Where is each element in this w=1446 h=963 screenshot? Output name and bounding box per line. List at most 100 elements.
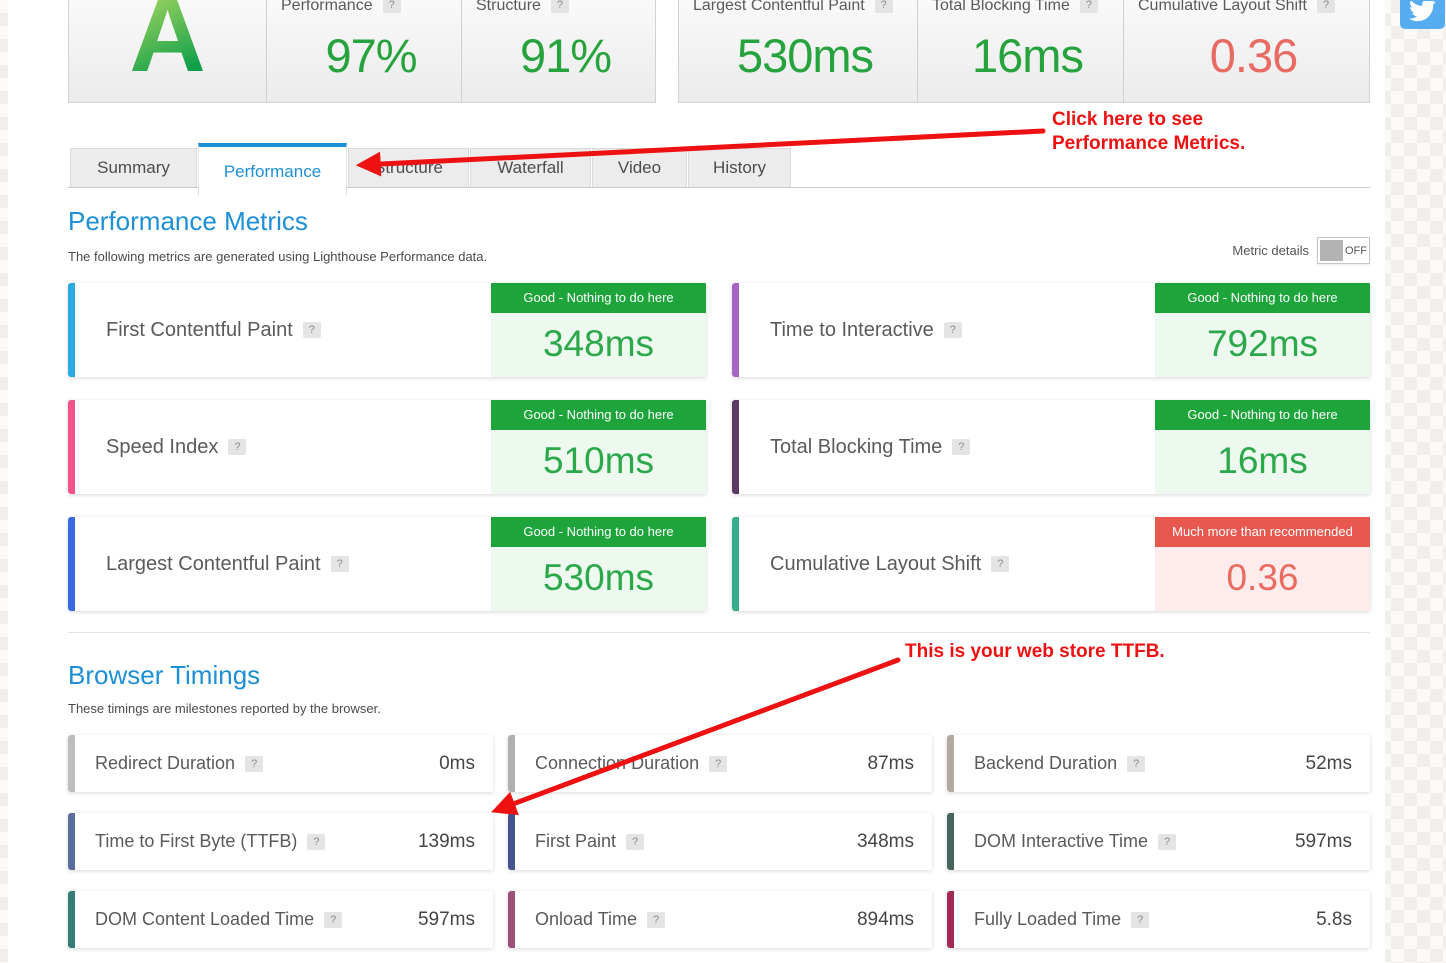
- help-icon[interactable]: ?: [1131, 911, 1150, 928]
- timing-value: 5.8s: [1316, 908, 1352, 930]
- metric-label: Largest Contentful Paint: [106, 552, 321, 575]
- grade-cell: A: [69, 0, 266, 102]
- timing-label: Time to First Byte (TTFB): [95, 831, 298, 851]
- metric-card-lcp: Largest Contentful Paint? Good - Nothing…: [68, 517, 706, 611]
- help-icon[interactable]: ?: [228, 439, 247, 455]
- timing-card-dom-content-loaded: DOM Content Loaded Time? 597ms: [68, 891, 493, 948]
- help-icon[interactable]: ?: [324, 911, 343, 928]
- metric-details-toggle[interactable]: OFF: [1317, 237, 1370, 264]
- vital-label: Total Blocking Time: [932, 0, 1070, 14]
- tab-summary[interactable]: Summary: [70, 148, 197, 187]
- timing-label: Onload Time: [535, 909, 638, 929]
- vital-label: Cumulative Layout Shift: [1138, 0, 1307, 14]
- timing-value: 597ms: [1294, 830, 1352, 852]
- help-icon[interactable]: ?: [626, 833, 645, 850]
- tab-label: Performance: [223, 161, 322, 181]
- timing-value: 87ms: [867, 752, 914, 774]
- timing-card-fully-loaded: Fully Loaded Time? 5.8s: [947, 891, 1370, 948]
- twitter-bird-icon: [1409, 1, 1436, 22]
- metric-status-badge: Good - Nothing to do here: [491, 283, 706, 313]
- timing-card-dom-interactive: DOM Interactive Time? 597ms: [947, 813, 1370, 870]
- help-icon[interactable]: ?: [307, 833, 326, 850]
- help-icon[interactable]: ?: [302, 322, 321, 338]
- help-icon[interactable]: ?: [991, 556, 1010, 572]
- help-icon[interactable]: ?: [1316, 0, 1336, 13]
- help-icon[interactable]: ?: [874, 0, 893, 13]
- metric-card-cls: Cumulative Layout Shift? Much more than …: [732, 517, 1370, 611]
- metric-status-badge: Good - Nothing to do here: [491, 400, 706, 430]
- metric-label: Time to Interactive: [770, 318, 934, 341]
- metric-details-toggle-row: Metric details OFF: [1232, 237, 1370, 264]
- timing-color-bar: [947, 735, 954, 792]
- help-icon[interactable]: ?: [1127, 755, 1146, 772]
- timing-value: 0ms: [439, 752, 475, 774]
- annotation-tab-note: Click here to see Performance Metrics.: [1052, 108, 1245, 156]
- metric-status-badge: Good - Nothing to do here: [1155, 283, 1370, 313]
- help-icon[interactable]: ?: [550, 0, 570, 13]
- vital-cell-cls: Cumulative Layout Shift? 0.36: [1123, 0, 1369, 102]
- tab-performance[interactable]: Performance: [198, 143, 347, 196]
- help-icon[interactable]: ?: [952, 439, 971, 455]
- tab-structure[interactable]: Structure: [348, 148, 469, 187]
- timing-color-bar: [68, 813, 75, 870]
- tab-label: Summary: [97, 158, 170, 177]
- metric-value: 792ms: [1155, 313, 1370, 377]
- metric-value: 530ms: [491, 547, 706, 611]
- tab-label: Video: [617, 158, 662, 177]
- timing-card-onload: Onload Time? 894ms: [508, 891, 932, 948]
- performance-metrics-subtitle: The following metrics are generated usin…: [68, 249, 488, 264]
- help-icon[interactable]: ?: [943, 322, 962, 338]
- metric-value: 0.36: [1155, 547, 1370, 611]
- metric-status-badge: Good - Nothing to do here: [1155, 400, 1370, 430]
- help-icon[interactable]: ?: [1079, 0, 1098, 13]
- help-icon[interactable]: ?: [382, 0, 401, 13]
- timing-label: Redirect Duration: [95, 753, 236, 773]
- score-cell-performance: Performance? 97%: [266, 0, 461, 102]
- metric-status-badge: Good - Nothing to do here: [491, 517, 706, 547]
- help-icon[interactable]: ?: [245, 755, 264, 772]
- tab-waterfall[interactable]: Waterfall: [470, 148, 591, 187]
- timing-card-redirect: Redirect Duration? 0ms: [68, 735, 493, 792]
- help-icon[interactable]: ?: [330, 556, 349, 572]
- tab-history[interactable]: History: [688, 148, 791, 187]
- timing-card-first-paint: First Paint? 348ms: [508, 813, 932, 870]
- toggle-knob: [1320, 240, 1343, 261]
- score-value: 97%: [325, 29, 417, 82]
- help-icon[interactable]: ?: [1158, 833, 1177, 850]
- timing-value: 348ms: [856, 830, 914, 852]
- tab-video[interactable]: Video: [592, 148, 687, 187]
- help-icon[interactable]: ?: [709, 755, 728, 772]
- metric-label: Total Blocking Time: [770, 435, 943, 458]
- vital-value: 16ms: [972, 29, 1084, 82]
- metric-color-bar: [68, 400, 75, 494]
- metric-card-tbt: Total Blocking Time? Good - Nothing to d…: [732, 400, 1370, 494]
- timing-label: Connection Duration: [535, 753, 700, 773]
- score-cell-structure: Structure? 91%: [461, 0, 655, 102]
- vital-value: 530ms: [736, 29, 874, 82]
- metric-details-label: Metric details: [1232, 243, 1309, 258]
- vital-value: 0.36: [1209, 29, 1298, 82]
- score-label: Structure: [476, 0, 541, 14]
- metric-color-bar: [732, 283, 739, 377]
- metric-label: Speed Index: [106, 435, 219, 458]
- twitter-share-button[interactable]: [1400, 0, 1445, 29]
- help-icon[interactable]: ?: [647, 911, 666, 928]
- metric-value: 348ms: [491, 313, 706, 377]
- section-divider: [68, 632, 1370, 633]
- score-label: Performance: [281, 0, 373, 14]
- timing-label: Fully Loaded Time: [974, 909, 1122, 929]
- vital-cell-lcp: Largest Contentful Paint? 530ms: [679, 0, 917, 102]
- metric-card-speed-index: Speed Index? Good - Nothing to do here 51…: [68, 400, 706, 494]
- metric-color-bar: [68, 517, 75, 611]
- score-value: 91%: [519, 29, 612, 82]
- timing-color-bar: [508, 735, 515, 792]
- timing-color-bar: [947, 891, 954, 948]
- metric-label: First Contentful Paint: [106, 318, 293, 341]
- timing-label: Backend Duration: [974, 753, 1118, 773]
- metric-value: 16ms: [1155, 430, 1370, 494]
- vital-cell-tbt: Total Blocking Time? 16ms: [917, 0, 1123, 102]
- metric-color-bar: [68, 283, 75, 377]
- timing-value: 52ms: [1305, 752, 1352, 774]
- timing-label: DOM Interactive Time: [974, 831, 1149, 851]
- performance-metrics-title: Performance Metrics: [68, 206, 308, 236]
